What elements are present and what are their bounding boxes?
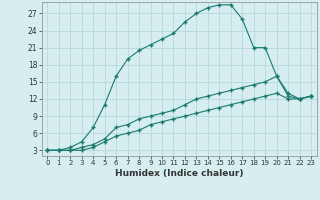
X-axis label: Humidex (Indice chaleur): Humidex (Indice chaleur) (115, 169, 244, 178)
